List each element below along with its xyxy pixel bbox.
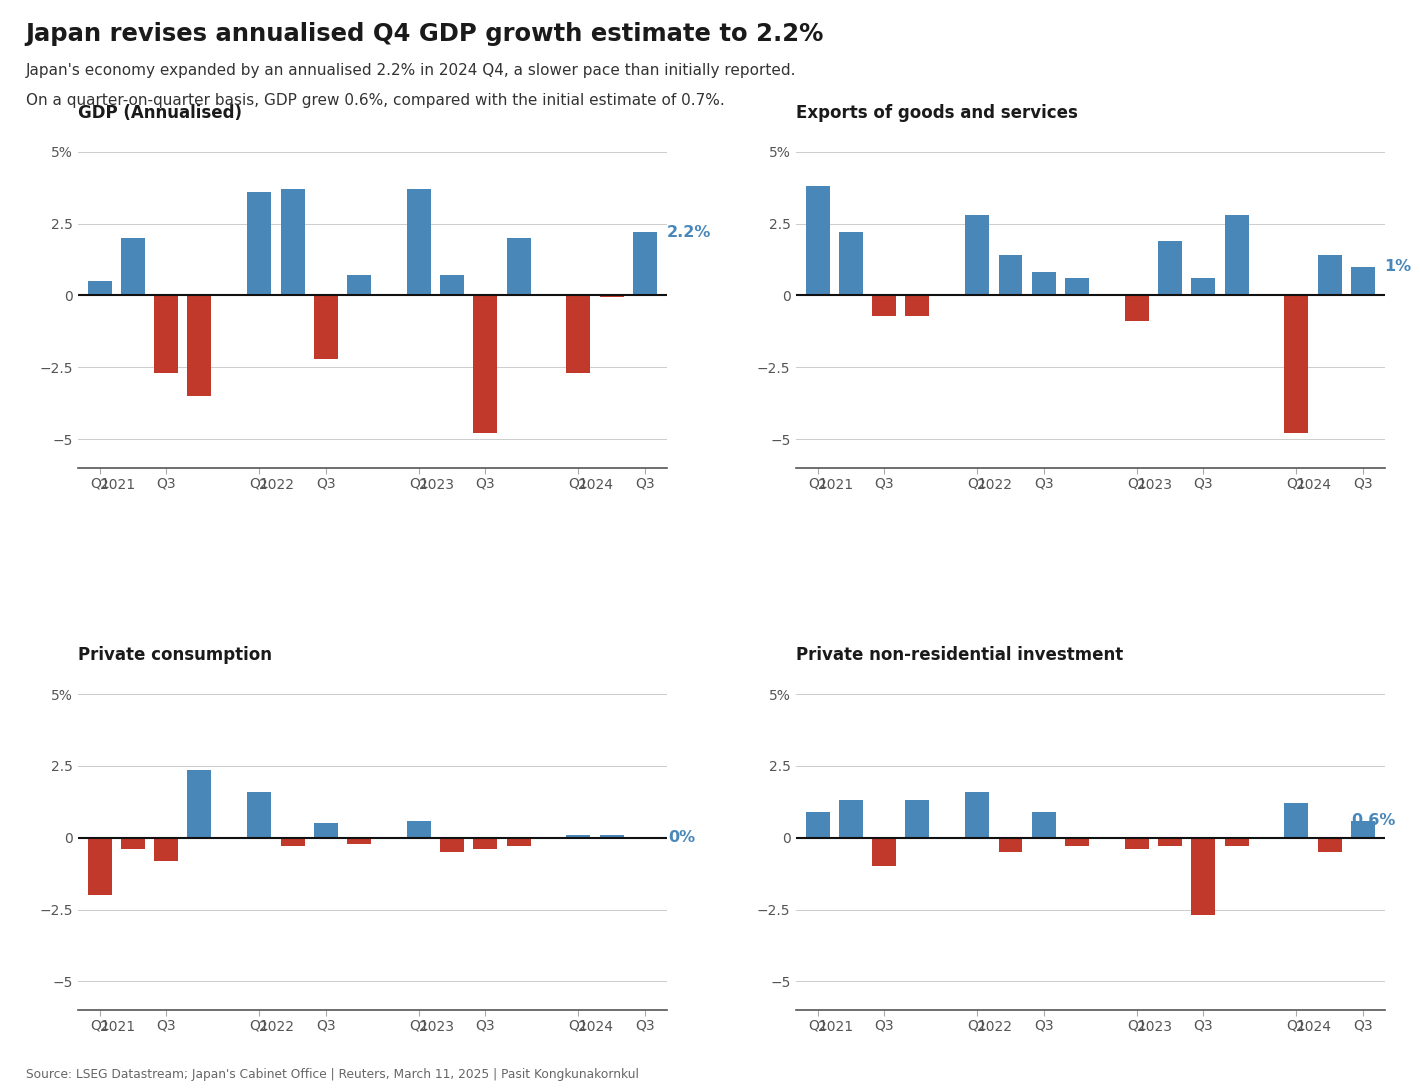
Bar [408,189,430,296]
Bar [1318,256,1342,296]
Bar [346,275,371,296]
Bar [1285,804,1308,838]
Bar [1318,838,1342,852]
Text: Japan revises annualised Q4 GDP growth estimate to 2.2%: Japan revises annualised Q4 GDP growth e… [26,22,824,46]
Bar [281,189,304,296]
Bar [346,838,371,843]
Bar [88,838,112,895]
Bar [839,233,863,296]
Text: 2024: 2024 [578,1020,613,1034]
Bar [839,800,863,838]
Bar [507,838,531,846]
Text: 2021: 2021 [818,478,853,491]
Bar [247,192,271,296]
Bar [966,215,990,296]
Text: 2022: 2022 [260,478,294,491]
Bar [1065,838,1089,846]
Text: 2024: 2024 [578,478,613,491]
Bar [187,770,212,838]
Bar [121,238,145,296]
Text: 0.6%: 0.6% [1352,814,1396,828]
Text: 2022: 2022 [260,1020,294,1034]
Text: On a quarter-on-quarter basis, GDP grew 0.6%, compared with the initial estimate: On a quarter-on-quarter basis, GDP grew … [26,93,724,108]
Bar [507,238,531,296]
Bar [1350,820,1375,838]
Bar [281,838,304,846]
Text: Private consumption: Private consumption [78,646,273,664]
Bar [1191,278,1216,296]
Bar [906,296,929,316]
Text: Japan's economy expanded by an annualised 2.2% in 2024 Q4, a slower pace than in: Japan's economy expanded by an annualise… [26,63,797,79]
Text: 2022: 2022 [977,478,1012,491]
Bar [1159,241,1181,296]
Text: Private non-residential investment: Private non-residential investment [797,646,1123,664]
Text: 0%: 0% [669,830,696,845]
Bar [473,838,497,850]
Text: Exports of goods and services: Exports of goods and services [797,104,1078,121]
Text: GDP (Annualised): GDP (Annualised) [78,104,241,121]
Bar [567,296,591,373]
Text: 2023: 2023 [419,1020,454,1034]
Text: 2024: 2024 [1296,478,1332,491]
Bar [567,835,591,838]
Text: 2.2%: 2.2% [666,225,711,240]
Bar [805,812,829,838]
Text: 1%: 1% [1384,259,1411,274]
Bar [998,256,1022,296]
Text: 2023: 2023 [419,478,454,491]
Text: 2023: 2023 [1137,1020,1172,1034]
Bar [314,823,338,838]
Bar [599,296,623,297]
Bar [247,792,271,838]
Text: 2021: 2021 [99,478,135,491]
Bar [121,838,145,850]
Bar [440,275,464,296]
Bar [314,296,338,358]
Bar [599,835,623,838]
Bar [1159,838,1181,846]
Bar [1191,838,1216,915]
Bar [1032,812,1055,838]
Bar [805,187,829,296]
Bar [88,281,112,296]
Text: Source: LSEG Datastream; Japan's Cabinet Office | Reuters, March 11, 2025 | Pasi: Source: LSEG Datastream; Japan's Cabinet… [26,1068,639,1081]
Bar [155,838,178,860]
Bar [1032,273,1055,296]
Bar [1065,278,1089,296]
Text: 2021: 2021 [99,1020,135,1034]
Bar [1224,838,1248,846]
Bar [408,820,430,838]
Bar [1285,296,1308,434]
Bar [966,792,990,838]
Bar [1350,266,1375,296]
Bar [187,296,212,396]
Text: 2023: 2023 [1137,478,1172,491]
Bar [1224,215,1248,296]
Bar [998,838,1022,852]
Bar [440,838,464,852]
Text: 2021: 2021 [818,1020,853,1034]
Text: 2024: 2024 [1296,1020,1332,1034]
Text: 2022: 2022 [977,1020,1012,1034]
Bar [473,296,497,434]
Bar [872,838,896,866]
Bar [633,233,657,296]
Bar [1125,838,1149,850]
Bar [155,296,178,373]
Bar [872,296,896,316]
Bar [906,800,929,838]
Bar [1125,296,1149,321]
